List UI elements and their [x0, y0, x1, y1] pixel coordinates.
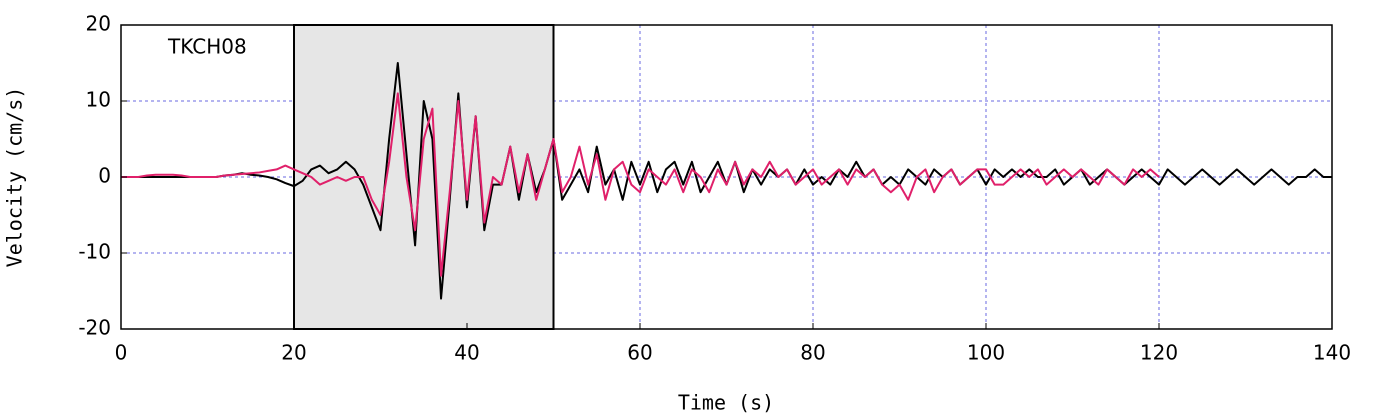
x-tick-label: 40	[454, 341, 479, 365]
x-tick-label: 120	[1140, 341, 1178, 365]
y-axis-title: Velocity (cm/s)	[3, 87, 27, 268]
y-tick-label: 20	[86, 12, 111, 36]
series-line	[121, 92, 1160, 277]
x-tick-label: 60	[627, 341, 652, 365]
x-axis-title: Time (s)	[678, 391, 774, 415]
y-tick-label: 10	[86, 88, 111, 112]
x-tick-label: 0	[115, 341, 128, 365]
x-tick-label: 80	[800, 341, 825, 365]
y-tick-label: 0	[98, 164, 111, 188]
x-tick-label: 140	[1313, 341, 1351, 365]
x-tick-label: 20	[281, 341, 306, 365]
station-label: TKCH08	[167, 35, 247, 59]
y-tick-label: -20	[78, 316, 111, 340]
x-tick-label: 100	[967, 341, 1005, 365]
y-tick-label: -10	[78, 240, 111, 264]
